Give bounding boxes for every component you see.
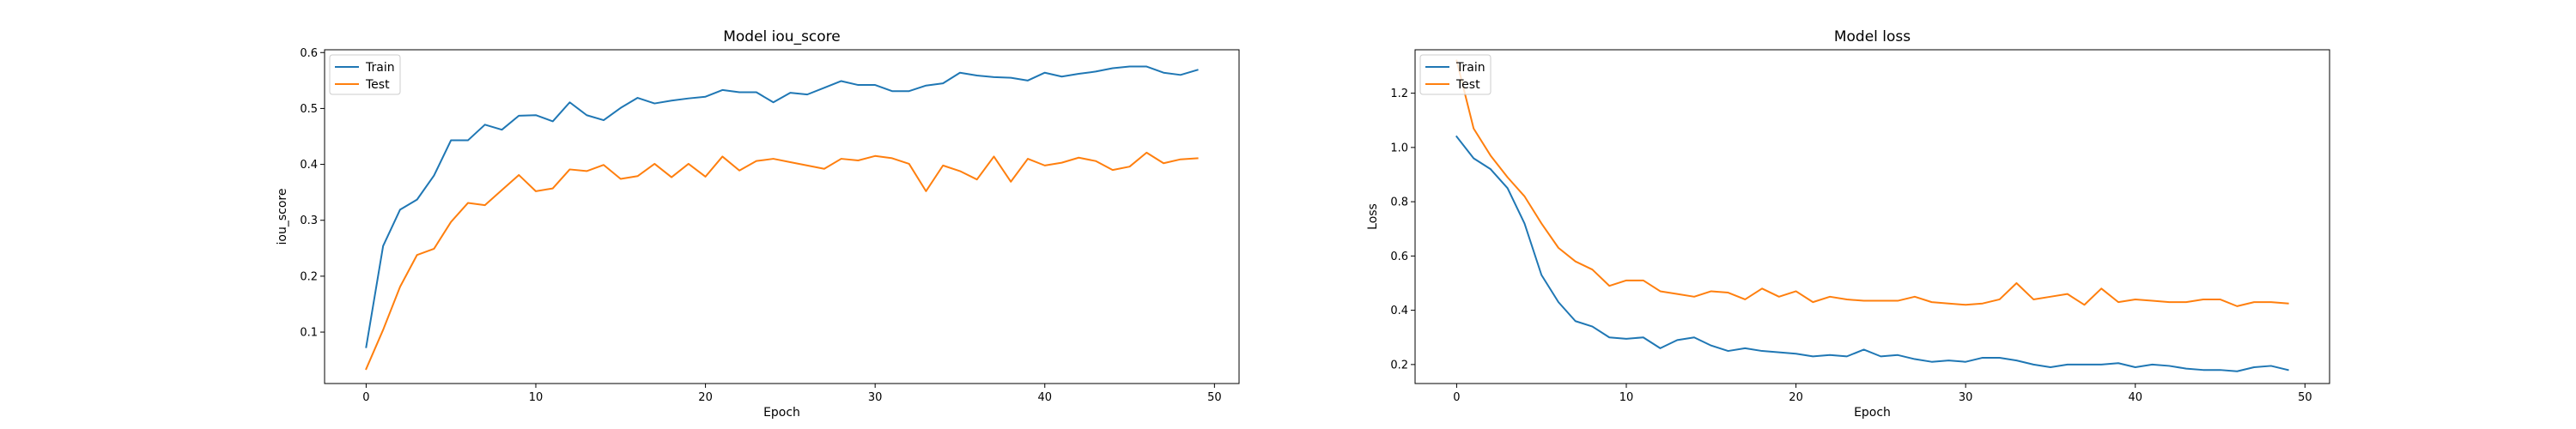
y-tick-label: 0.2 [1390,359,1408,372]
chart-title: Model iou_score [723,28,841,45]
y-tick-label: 0.4 [300,159,318,172]
axes-frame [1414,49,2330,384]
series-line-test [1455,59,2289,307]
legend: Train Test [1419,54,1492,95]
y-tick-label: 0.1 [300,327,318,340]
loss-chart: Model loss 0 10 20 30 40 50 0.2 0.4 0.6 0.8 1.0 1.… [1366,28,2330,420]
x-tick-label: 50 [1207,391,1222,404]
iou-score-chart: Model iou_score 0 10 20 30 40 50 0.1 0.2 0.3 0.4… [276,28,1240,420]
series-line-train [365,65,1199,348]
y-tick-label: 1.2 [1390,88,1408,100]
legend-label-test: Test [365,78,390,92]
y-tick-label: 1.0 [1390,142,1408,154]
x-axis-label: Epoch [1854,406,1891,420]
series-layer [1455,59,2289,372]
chart-title: Model loss [1834,28,1911,45]
y-axis-label: iou_score [276,189,289,245]
y-tick-label: 0.5 [300,103,318,116]
x-axis-ticks: 0 10 20 30 40 50 [1453,384,2312,404]
legend-label-train: Train [1455,61,1485,75]
series-line-test [365,151,1199,371]
x-tick-label: 40 [2128,391,2142,404]
x-tick-label: 20 [698,391,713,404]
x-tick-label: 40 [1037,391,1052,404]
y-axis-label: Loss [1366,203,1380,230]
y-tick-label: 0.4 [1390,305,1408,317]
x-tick-label: 50 [2298,391,2312,404]
x-tick-label: 10 [1619,391,1634,404]
y-tick-label: 0.2 [300,270,318,283]
x-axis-label: Epoch [763,406,800,420]
y-tick-label: 0.6 [300,47,318,60]
axes-frame [324,49,1240,384]
legend-label-train: Train [365,61,395,75]
series-layer [365,65,1199,371]
legend: Train Test [329,54,401,95]
x-tick-label: 0 [362,391,369,404]
x-tick-label: 0 [1453,391,1460,404]
x-axis-ticks: 0 10 20 30 40 50 [362,384,1222,404]
x-tick-label: 30 [868,391,883,404]
y-tick-label: 0.3 [300,214,318,227]
y-tick-label: 0.6 [1390,251,1408,263]
y-axis-ticks: 0.2 0.4 0.6 0.8 1.0 1.2 [1390,88,1415,372]
y-tick-label: 0.8 [1390,196,1408,209]
x-tick-label: 30 [1959,391,1973,404]
x-tick-label: 20 [1789,391,1803,404]
x-tick-label: 10 [529,391,544,404]
legend-label-test: Test [1455,78,1480,92]
y-axis-ticks: 0.1 0.2 0.3 0.4 0.5 0.6 [300,47,325,340]
series-line-train [1455,135,2289,372]
